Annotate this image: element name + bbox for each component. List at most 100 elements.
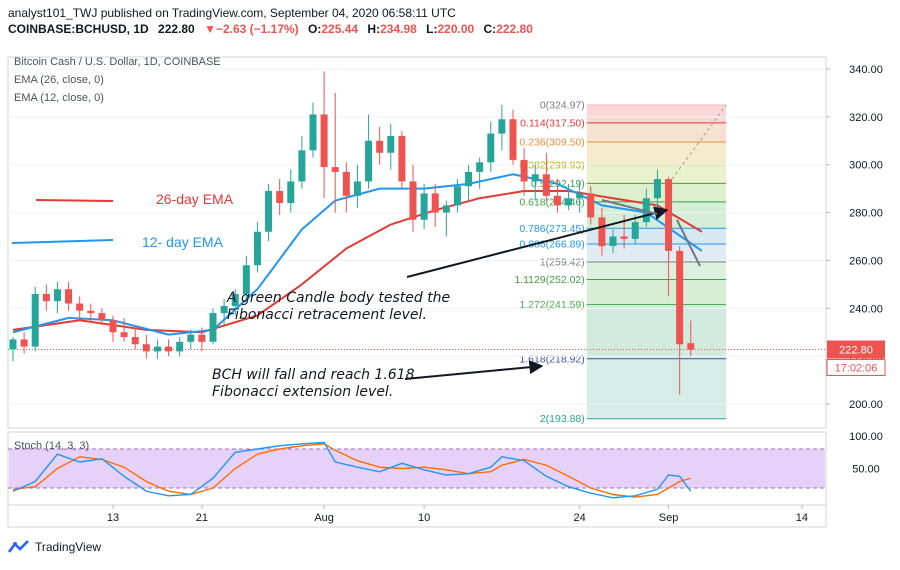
candle-body <box>187 334 195 342</box>
candle-body <box>165 346 173 352</box>
x-tick-label: 24 <box>574 512 586 524</box>
open-value: 225.44 <box>321 22 359 36</box>
open-label: O: <box>308 22 322 36</box>
fib-zone-11 <box>586 358 727 419</box>
candle-body <box>42 293 50 302</box>
candle-body <box>76 303 84 311</box>
candle-body <box>420 193 428 220</box>
candle-body <box>353 181 361 196</box>
y-tick-label: 240.00 <box>849 303 883 315</box>
y-tick-label: 280.00 <box>849 208 883 220</box>
price-chart[interactable]: 0(324.97) 0.114(317.50) 0.236(309.50) 0.382… <box>0 40 900 538</box>
ema12-legend[interactable]: EMA (12, close, 0) <box>14 92 104 104</box>
annotation-retracement-line2: Fibonacci retracement level. <box>227 307 427 323</box>
stoch-y-tick-label: 100.00 <box>849 431 883 443</box>
candle-body <box>620 236 628 239</box>
x-tick-label: 21 <box>196 512 208 524</box>
candle-body <box>487 133 495 163</box>
x-tick-label: 13 <box>107 512 119 524</box>
stoch-legend[interactable]: Stoch (14, 3, 3) <box>14 440 90 452</box>
ema26-legend[interactable]: EMA (26, close, 0) <box>14 74 104 86</box>
candle-body <box>509 119 517 160</box>
candle-body <box>687 343 695 350</box>
candle-body <box>220 305 228 314</box>
y-tick-label: 340.00 <box>849 64 883 76</box>
candle-body <box>209 313 217 342</box>
candle-body <box>431 193 439 213</box>
stoch-band <box>9 449 825 488</box>
candle-body <box>276 191 284 204</box>
arrow-retracement <box>406 206 669 278</box>
tradingview-brand: TradingView <box>35 540 102 554</box>
fib-zone-1 <box>586 122 727 142</box>
candle-body <box>542 174 550 196</box>
y-tick-label: 260.00 <box>849 255 883 267</box>
fib-level-label-12: 2(193.88) <box>540 413 585 425</box>
candle-body <box>409 181 417 220</box>
candle-body <box>242 265 250 294</box>
price-change: ▼−2.63 (−1.17%) <box>204 22 299 36</box>
candle-body <box>665 179 673 251</box>
candle-body <box>631 222 639 239</box>
fib-level-label-0: 0(324.97) <box>540 99 585 111</box>
fib-zone-10 <box>586 304 727 359</box>
time-axis-border <box>7 504 827 528</box>
candle-body <box>320 114 328 168</box>
fib-level-label-10: 1.272(241.59) <box>519 299 584 311</box>
countdown-value: 17:02:06 <box>835 362 878 374</box>
annotation-extension: BCH will fall and reach 1.618 Fibonacci … <box>212 367 415 401</box>
y-tick-label: 300.00 <box>849 160 883 172</box>
candle-body <box>520 159 528 182</box>
close-value: 222.80 <box>496 22 533 36</box>
candle-body <box>253 231 261 266</box>
candle-body <box>120 332 128 338</box>
fib-level-label-2: 0.236(309.50) <box>519 136 584 148</box>
x-tick-label: Sep <box>659 512 679 524</box>
candle-body <box>176 341 184 352</box>
fib-level-label-8: 1(259.42) <box>540 256 585 268</box>
fib-level-label-3: 0.382(299.93) <box>519 159 584 171</box>
candle-body <box>387 135 395 153</box>
stoch-y-tick-label: 50.00 <box>852 464 880 476</box>
channel-line-b <box>601 199 658 215</box>
candle-body <box>498 119 506 134</box>
candle-body <box>398 135 406 182</box>
fib-zone-9 <box>586 279 727 305</box>
annotation-retracement-line1: A green Candle body tested the <box>227 290 451 306</box>
ema26-line <box>12 190 703 334</box>
candle-body <box>31 293 39 347</box>
candle-body <box>365 140 373 182</box>
publisher-line: analyst101_TWJ published on TradingView.… <box>8 6 456 20</box>
last-price: 222.80 <box>158 22 195 36</box>
fib-zone-6 <box>586 228 727 244</box>
y-tick-label: 200.00 <box>849 399 883 411</box>
ema12-annotation: 12- day EMA <box>142 234 223 250</box>
candle-body <box>9 339 17 350</box>
stoch-d-line <box>12 443 691 498</box>
candle-body <box>553 195 561 206</box>
candle-body <box>131 337 139 345</box>
low-label: L: <box>426 22 438 36</box>
candle-body <box>376 140 384 153</box>
candle-body <box>65 289 73 304</box>
price-tag-value: 222.80 <box>839 344 873 356</box>
fib-zone-7 <box>586 243 727 262</box>
stoch-k-line <box>12 441 692 499</box>
y-tick-label: 320.00 <box>849 112 883 124</box>
candle-body <box>565 198 573 206</box>
candle-body <box>20 339 28 347</box>
arrow-extension <box>404 360 544 380</box>
tradingview-footer[interactable]: TradingView <box>8 540 101 554</box>
candle-body <box>265 191 273 232</box>
price-tag-box <box>827 340 885 359</box>
high-label: H: <box>367 22 381 36</box>
candle-body <box>53 289 61 302</box>
fib-zone-0 <box>586 104 727 123</box>
candle-body <box>609 236 617 247</box>
candle-body <box>87 310 95 314</box>
candle-body <box>476 162 484 172</box>
symbol-ohlc-line: COINBASE:BCHUSD, 1D 222.80 ▼−2.63 (−1.17… <box>8 22 533 36</box>
chart-legend-title: Bitcoin Cash / U.S. Dollar, 1D, COINBASE <box>14 56 221 68</box>
candle-body <box>109 320 117 333</box>
candle-body <box>287 181 295 204</box>
